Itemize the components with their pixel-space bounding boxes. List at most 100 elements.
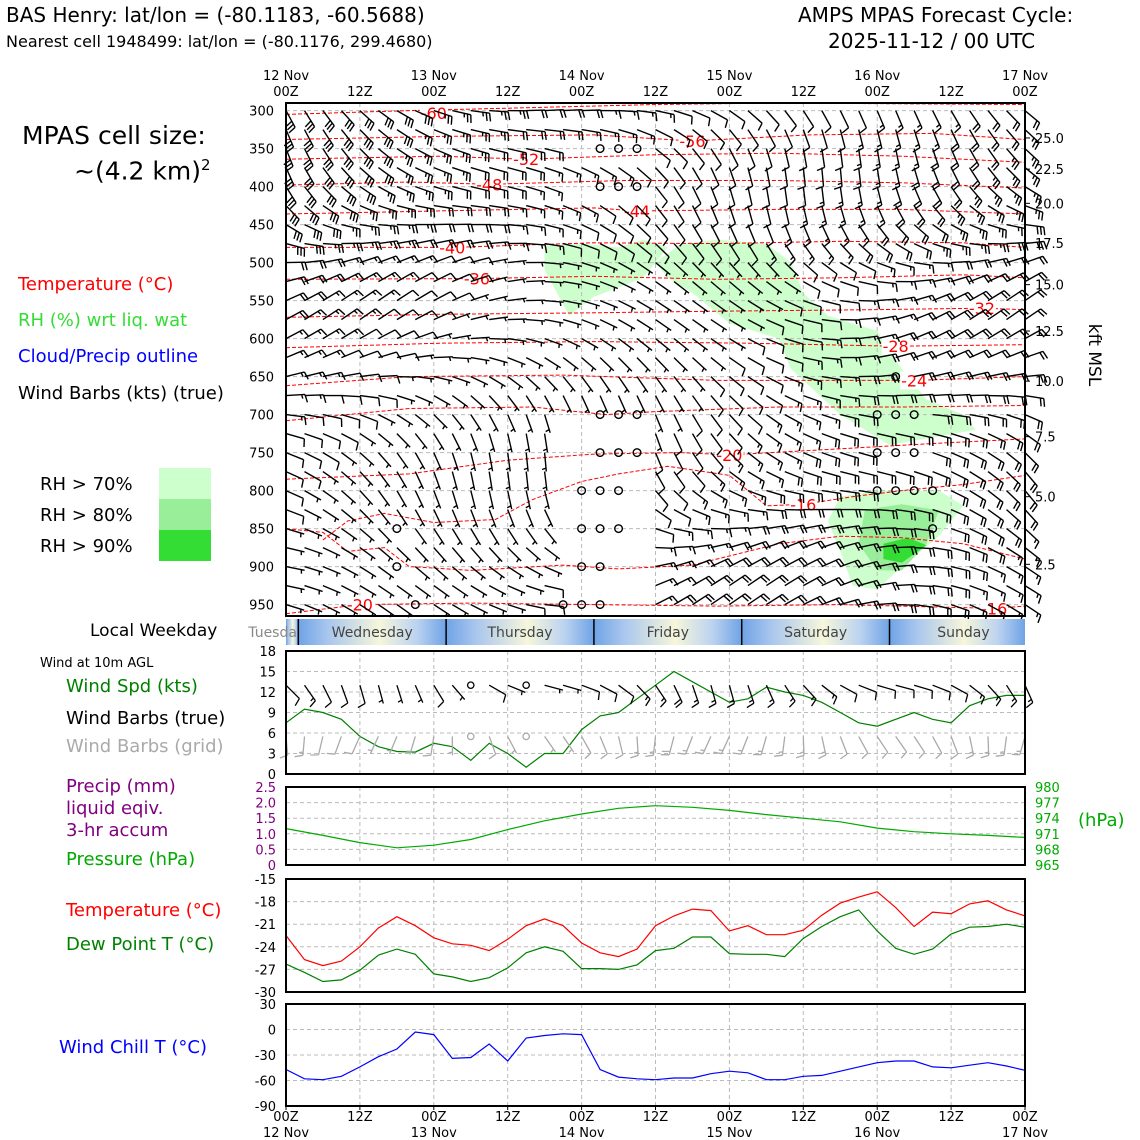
wind-barb [377, 566, 395, 580]
wind-barb [359, 204, 379, 222]
wind-barb [526, 128, 547, 140]
wind-barb [745, 167, 754, 191]
wind-barb [655, 527, 675, 543]
wind-barb [708, 685, 717, 709]
wind-barb [433, 128, 453, 145]
wind-barb [673, 395, 685, 413]
wind-barb [691, 433, 703, 457]
wind-barb [766, 508, 788, 520]
wind-barb [747, 376, 765, 396]
wind-barb [710, 109, 729, 128]
wind-barb [303, 684, 316, 708]
wind-barb [987, 546, 1006, 565]
wind-barb [821, 413, 841, 429]
wind-barb [858, 736, 869, 760]
wind-barb [562, 204, 582, 222]
wind-barb [406, 736, 416, 755]
x-top-hour-label: 00Z [421, 85, 447, 100]
wind-barb [655, 300, 672, 314]
wind-barb [872, 148, 881, 172]
y-tick-label: -24 [255, 941, 276, 956]
y-tick-label: -27 [255, 963, 276, 978]
wind-barb [784, 489, 805, 504]
wind-barb [322, 527, 340, 541]
isotherm-line [285, 374, 1026, 387]
wind-barb [969, 584, 989, 601]
wind-barb [691, 395, 705, 412]
wind-barb [895, 296, 919, 305]
wind-barb [987, 205, 1005, 224]
wind-barb [285, 261, 308, 271]
wind-barb [285, 329, 309, 340]
x-top-hour-label: 00Z [864, 85, 890, 100]
wind-barb [969, 110, 981, 133]
isotherm-label-bg [462, 269, 491, 288]
wind-barb [507, 147, 528, 162]
wind-barb [710, 167, 720, 191]
wind-barb [452, 185, 472, 200]
wind-barb [784, 413, 803, 432]
wind-barb [911, 148, 920, 172]
wind-barb [470, 109, 492, 122]
wind-barb [784, 684, 796, 708]
wind-barb [691, 243, 705, 266]
wind-barb [932, 508, 952, 524]
wind-barb [913, 432, 934, 447]
wind-barb [451, 566, 468, 581]
x-hour-label: 12Z [643, 1110, 669, 1125]
wind-barb [285, 205, 300, 227]
wind-barb [340, 471, 357, 486]
wind-barb [378, 308, 401, 321]
wind-barb [599, 299, 618, 311]
wind-barb [932, 565, 954, 578]
x-hour-label: 12Z [938, 1110, 964, 1125]
wind-barb [1024, 684, 1034, 709]
wind-barb [470, 185, 490, 200]
wind-barb [489, 109, 511, 121]
wind-barb [341, 272, 365, 283]
wind-barb [525, 547, 541, 562]
wind-barb [303, 148, 314, 172]
wind-barb [877, 508, 899, 520]
wind-barb [618, 318, 636, 332]
wind-barb [821, 318, 843, 331]
legend-pressure: Pressure (hPa) [66, 849, 196, 870]
x-hour-label: 00Z [273, 1110, 299, 1125]
y-right-tick-label: 971 [1035, 828, 1060, 843]
wind-barb [950, 508, 970, 526]
wind-barb [969, 451, 988, 470]
wind-barb [969, 167, 981, 191]
legend-sfc-temperature: Temperature (°C) [66, 900, 222, 921]
isotherm-label-bg [789, 495, 818, 514]
calm-wind-circle [614, 486, 624, 496]
wind-barb [987, 129, 1000, 152]
wind-barb [618, 128, 638, 144]
wind-barb [913, 242, 933, 260]
wind-barb [433, 166, 453, 183]
wind-barb [803, 508, 825, 518]
wind-barb [766, 299, 784, 313]
y-right-tick-label: 977 [1035, 797, 1060, 812]
wind-barb [396, 330, 420, 340]
wind-barb [340, 509, 357, 524]
wind-barb [322, 167, 335, 190]
wind-barb [654, 376, 668, 393]
temperature-line [285, 891, 1026, 967]
wind-barb [544, 376, 559, 392]
wind-barb [544, 204, 564, 220]
wind-barb [469, 471, 476, 491]
wind-barb [895, 603, 918, 614]
wind-barb [357, 685, 366, 709]
wind-barb [840, 337, 863, 347]
wind-barb [452, 356, 472, 363]
wind-barb [840, 489, 861, 502]
wind-barb [673, 338, 690, 353]
x-day-label: 13 Nov [411, 1126, 457, 1140]
wind-barb [563, 128, 584, 141]
wind-barb [470, 452, 477, 472]
wind-barb [340, 186, 357, 207]
wind-barb [283, 129, 295, 153]
wind-barb [396, 148, 414, 168]
wind-barb [340, 452, 358, 466]
wind-barb [874, 129, 883, 153]
